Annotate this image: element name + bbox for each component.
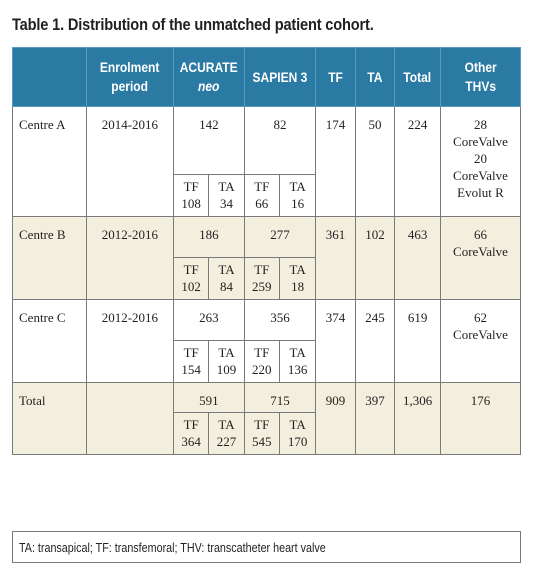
- acurate-cell: 186: [173, 216, 245, 258]
- ta-cell: 245: [354, 299, 396, 383]
- period-cell: 2012-2016: [85, 299, 175, 383]
- period-cell: 2014-2016: [85, 106, 175, 217]
- table-row-total: Total 591 715 909 397 1,306 176: [12, 382, 522, 455]
- centre-cell: Centre B: [12, 216, 87, 300]
- table-row: Centre A 2014-2016 142 82 174 50 224 28 C…: [12, 106, 522, 217]
- other-thvs-cell: 28 CoreValve 20 CoreValve Evolut R: [439, 106, 522, 217]
- table-subrow: TF 364 TA 227 TF 545 TA 170: [13, 412, 521, 455]
- table-title: Table 1. Distribution of the unmatched p…: [12, 15, 374, 34]
- header-tf: TF: [315, 47, 356, 107]
- cohort-table: Enrolment period ACURATE neo SAPIEN 3 TF T…: [12, 47, 522, 455]
- other-thvs-cell: 62 CoreValve: [439, 299, 522, 383]
- other-thvs-cell: 66 CoreValve: [439, 216, 522, 300]
- sapien-tf-cell: TF 545: [243, 412, 280, 455]
- table-subrow: TF 108 TA 34 TF 66 TA 16: [13, 174, 521, 217]
- centre-cell: Centre A: [12, 106, 87, 217]
- acurate-cell: 263: [173, 299, 245, 341]
- sapien-tf-cell: TF 259: [243, 257, 280, 300]
- tf-cell: 361: [315, 216, 356, 300]
- total-cell: 1,306: [394, 382, 441, 455]
- period-cell: 2012-2016: [85, 216, 175, 300]
- ta-cell: 50: [354, 106, 396, 217]
- sapien-cell: 82: [243, 106, 317, 175]
- acurate-ta-cell: TA 109: [208, 340, 245, 383]
- acurate-cell: 591: [173, 382, 245, 413]
- ta-cell: 102: [354, 216, 396, 300]
- table-footnote: TA: transapical; TF: transfemoral; THV: …: [12, 531, 521, 563]
- sapien-cell: 715: [243, 382, 317, 413]
- tf-cell: 174: [315, 106, 356, 217]
- header-enrolment: Enrolment period: [85, 47, 175, 107]
- other-thvs-cell: 176: [439, 382, 522, 455]
- sapien-ta-cell: TA 16: [278, 174, 317, 217]
- total-cell: 224: [394, 106, 441, 217]
- centre-cell: Centre C: [12, 299, 87, 383]
- table-subrow: TF 102 TA 84 TF 259 TA 18: [13, 257, 521, 300]
- acurate-tf-cell: TF 108: [172, 174, 210, 217]
- sapien-cell: 277: [243, 216, 317, 258]
- tf-cell: 909: [315, 382, 356, 455]
- header-other-thvs: Other THVs: [439, 47, 522, 107]
- sapien-tf-cell: TF 66: [243, 174, 280, 217]
- acurate-tf-cell: TF 154: [172, 340, 210, 383]
- total-cell: 463: [394, 216, 441, 300]
- header-ta: TA: [354, 47, 396, 107]
- acurate-ta-cell: TA 227: [208, 412, 245, 455]
- header-sapien: SAPIEN 3: [243, 47, 317, 107]
- header-total: Total: [394, 47, 441, 107]
- centre-cell: Total: [12, 382, 87, 455]
- header-centre: [12, 47, 87, 107]
- table-row: Centre B 2012-2016 186 277 361 102 463 6…: [12, 216, 522, 300]
- sapien-ta-cell: TA 136: [278, 340, 317, 383]
- period-cell: [85, 382, 175, 455]
- acurate-tf-cell: TF 364: [172, 412, 210, 455]
- ta-cell: 397: [354, 382, 396, 455]
- table-subrow: TF 154 TA 109 TF 220 TA 136: [13, 340, 521, 383]
- sapien-ta-cell: TA 170: [278, 412, 317, 455]
- header-acurate: ACURATE neo: [173, 47, 245, 107]
- sapien-ta-cell: TA 18: [278, 257, 317, 300]
- acurate-cell: 142: [173, 106, 245, 175]
- acurate-ta-cell: TA 34: [208, 174, 245, 217]
- sapien-cell: 356: [243, 299, 317, 341]
- acurate-ta-cell: TA 84: [208, 257, 245, 300]
- total-cell: 619: [394, 299, 441, 383]
- sapien-tf-cell: TF 220: [243, 340, 280, 383]
- tf-cell: 374: [315, 299, 356, 383]
- header-row: Enrolment period ACURATE neo SAPIEN 3 TF T…: [12, 47, 522, 107]
- acurate-tf-cell: TF 102: [172, 257, 210, 300]
- table-row: Centre C 2012-2016 263 356 374 245 619 6…: [12, 299, 522, 383]
